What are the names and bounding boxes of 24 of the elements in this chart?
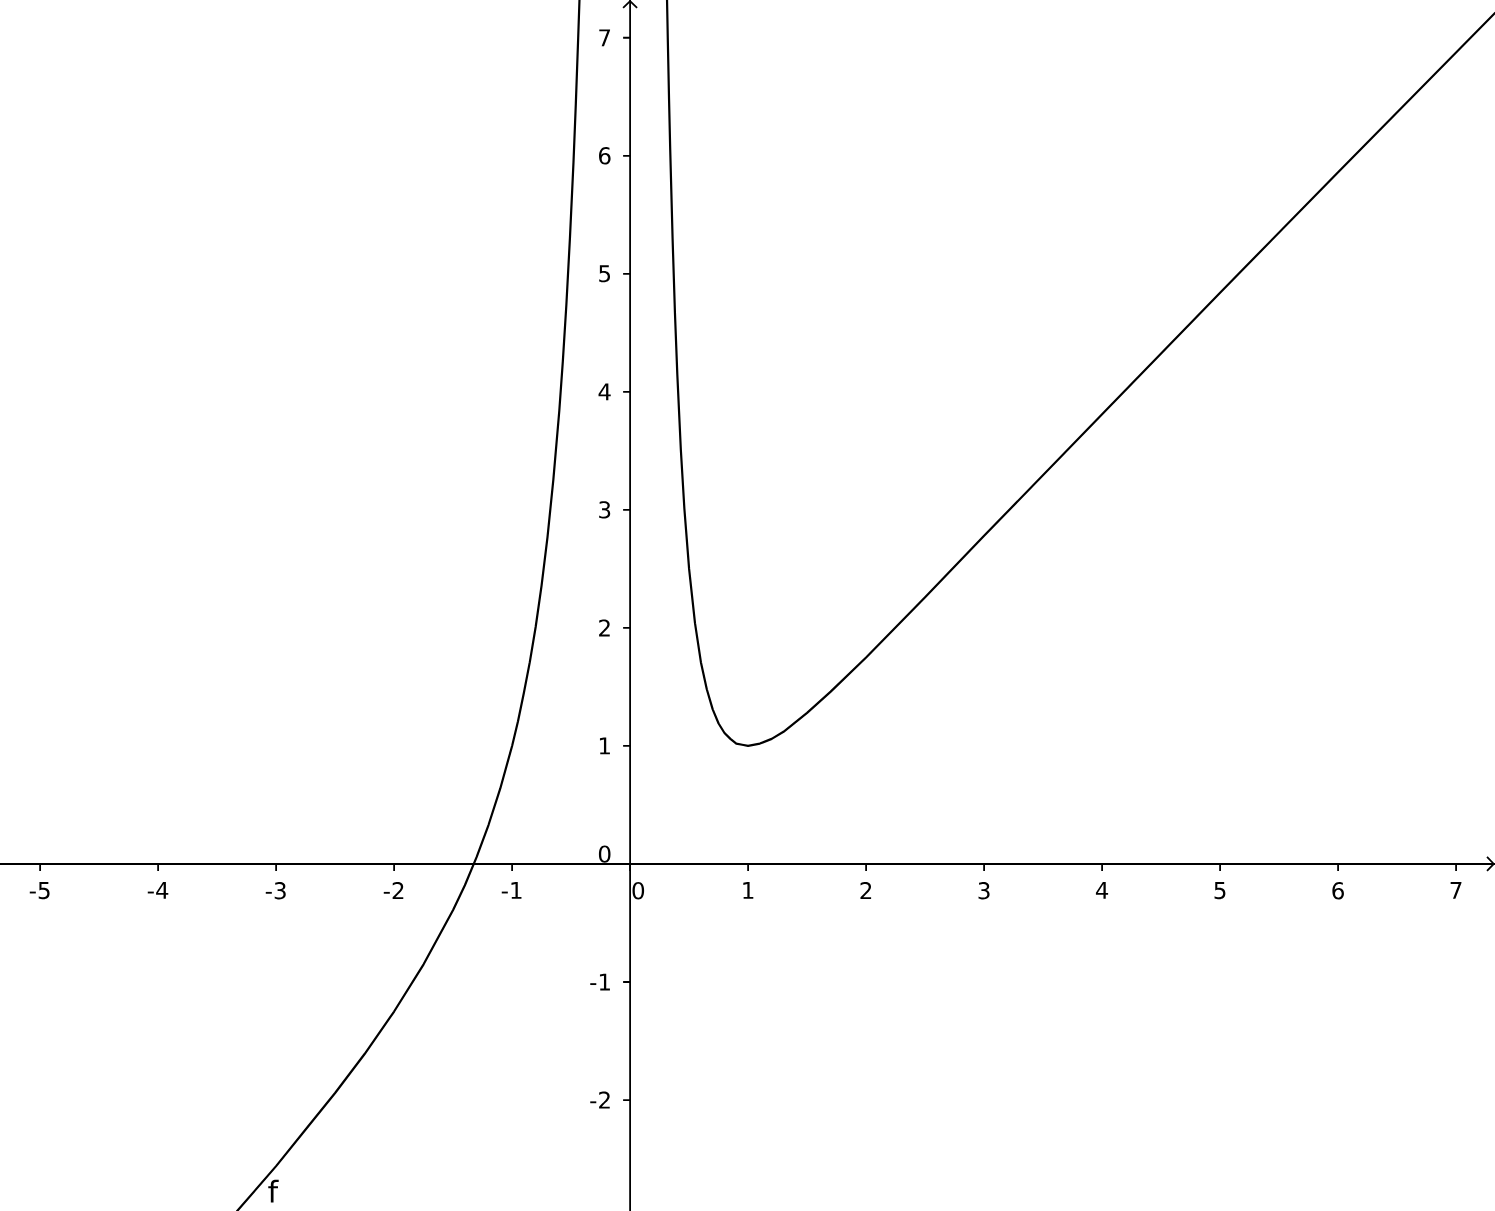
y-tick-label: 6 xyxy=(599,147,611,165)
x-tick-label: 2 xyxy=(860,882,872,900)
y-tick-label: 0 xyxy=(598,845,611,863)
x-tick-label: -2 xyxy=(383,882,404,900)
x-tick-label: -4 xyxy=(147,882,169,899)
y-tick-label: 5 xyxy=(599,265,611,283)
x-tick-label: 7 xyxy=(1450,882,1462,899)
y-tick-label: 1 xyxy=(599,737,610,755)
y-tick-label: 2 xyxy=(599,619,610,637)
x-tick-label: -3 xyxy=(265,882,286,900)
x-tick-label: 0 xyxy=(632,882,645,900)
y-tick-label: -1 xyxy=(590,973,610,991)
x-tick-label: 4 xyxy=(1095,882,1109,899)
y-tick-label: -2 xyxy=(590,1091,610,1109)
y-tick-label: 7 xyxy=(599,29,611,47)
x-tick-label: 3 xyxy=(978,882,990,900)
series-label: f xyxy=(268,1179,279,1203)
y-tick-label: 4 xyxy=(598,383,611,401)
x-tick-label: -1 xyxy=(501,882,522,899)
x-tick-label: -5 xyxy=(29,882,50,900)
x-tick-label: 5 xyxy=(1214,882,1226,900)
y-tick-label: 3 xyxy=(599,501,611,519)
x-tick-label: 1 xyxy=(743,882,754,899)
x-tick-label: 6 xyxy=(1332,882,1344,900)
